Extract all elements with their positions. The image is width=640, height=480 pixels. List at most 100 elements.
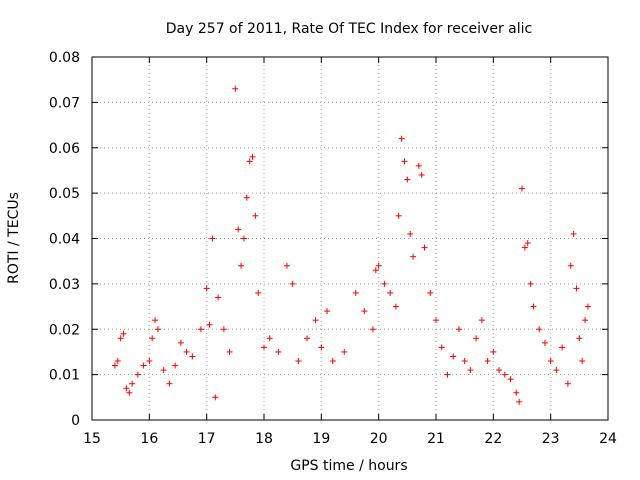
data-point bbox=[240, 235, 247, 242]
y-tick-label: 0.03 bbox=[49, 277, 80, 293]
data-point bbox=[275, 348, 282, 355]
data-point bbox=[392, 303, 399, 310]
data-point bbox=[438, 344, 445, 351]
y-tick-label: 0 bbox=[71, 413, 80, 429]
y-axis-title: ROTI / TECUs bbox=[6, 192, 22, 284]
data-point bbox=[361, 308, 368, 315]
data-point bbox=[152, 317, 159, 324]
data-point bbox=[329, 358, 336, 365]
data-point bbox=[206, 321, 213, 328]
data-point bbox=[513, 389, 520, 396]
x-tick-label: 15 bbox=[83, 431, 101, 447]
data-point bbox=[246, 158, 253, 165]
data-point bbox=[120, 330, 127, 337]
data-point bbox=[238, 262, 245, 269]
data-point bbox=[226, 348, 233, 355]
x-tick-labels: 15 16 17 18 19 20 21 22 23 24 bbox=[83, 431, 617, 447]
data-point bbox=[146, 358, 153, 365]
data-point bbox=[129, 380, 136, 387]
data-point bbox=[255, 289, 262, 296]
data-point bbox=[519, 185, 525, 192]
x-tick-label: 22 bbox=[484, 431, 502, 447]
data-point bbox=[203, 285, 210, 292]
data-point bbox=[232, 85, 239, 92]
data-point bbox=[407, 230, 414, 237]
data-point bbox=[289, 280, 296, 287]
data-point bbox=[220, 326, 227, 333]
data-point bbox=[584, 303, 591, 310]
x-tick-label: 24 bbox=[599, 431, 617, 447]
data-point bbox=[312, 317, 319, 324]
data-point bbox=[252, 212, 259, 219]
data-point bbox=[212, 394, 219, 401]
data-point bbox=[114, 358, 121, 365]
data-point bbox=[582, 317, 589, 324]
data-point bbox=[183, 348, 190, 355]
x-tick-label: 20 bbox=[370, 431, 388, 447]
y-tick-label: 0.01 bbox=[49, 368, 80, 384]
data-point bbox=[527, 280, 534, 287]
y-tick-label: 0.04 bbox=[49, 232, 80, 248]
data-point bbox=[567, 262, 574, 269]
y-tick-label: 0.07 bbox=[49, 95, 80, 111]
data-point bbox=[149, 335, 156, 342]
data-point bbox=[579, 358, 586, 365]
data-points bbox=[111, 85, 591, 405]
data-point bbox=[507, 376, 514, 383]
ticks-layer bbox=[91, 56, 609, 421]
data-point bbox=[576, 335, 583, 342]
y-tick-label: 0.06 bbox=[49, 141, 80, 157]
x-tick-label: 17 bbox=[198, 431, 216, 447]
data-point bbox=[235, 226, 242, 233]
chart-title: Day 257 of 2011, Rate Of TEC Index for r… bbox=[166, 21, 532, 37]
data-point bbox=[111, 362, 118, 369]
data-point bbox=[564, 380, 571, 387]
data-point bbox=[324, 308, 331, 315]
data-point bbox=[516, 398, 523, 405]
data-point bbox=[283, 262, 290, 269]
data-point bbox=[541, 339, 548, 346]
data-point bbox=[160, 367, 167, 374]
data-point bbox=[126, 389, 133, 396]
data-point bbox=[553, 367, 560, 374]
data-point bbox=[484, 358, 491, 365]
data-point bbox=[521, 244, 528, 251]
data-point bbox=[140, 362, 147, 369]
data-point bbox=[450, 353, 457, 360]
data-point bbox=[395, 212, 402, 219]
data-point bbox=[318, 344, 325, 351]
data-point bbox=[117, 335, 124, 342]
y-tick-label: 0.02 bbox=[49, 322, 80, 338]
data-point bbox=[387, 289, 394, 296]
data-point bbox=[154, 326, 161, 333]
data-point bbox=[404, 176, 411, 183]
data-point bbox=[177, 339, 184, 346]
data-point bbox=[418, 171, 425, 178]
data-point bbox=[473, 335, 480, 342]
data-point bbox=[536, 326, 543, 333]
data-point bbox=[166, 380, 173, 387]
data-point bbox=[295, 358, 302, 365]
data-point bbox=[401, 158, 408, 165]
y-tick-labels: 0 0.01 0.02 0.03 0.04 0.05 0.06 0.07 0.08 bbox=[49, 50, 80, 429]
data-point bbox=[501, 371, 508, 378]
data-point bbox=[209, 235, 216, 242]
x-tick-label: 23 bbox=[542, 431, 560, 447]
data-point bbox=[467, 367, 474, 374]
data-point bbox=[421, 244, 428, 251]
data-point bbox=[375, 262, 382, 269]
data-point bbox=[341, 348, 348, 355]
data-point bbox=[496, 367, 503, 374]
data-point bbox=[410, 253, 417, 260]
data-point bbox=[134, 371, 141, 378]
data-point bbox=[570, 230, 577, 237]
data-point bbox=[478, 317, 485, 324]
data-point bbox=[189, 353, 196, 360]
x-tick-label: 19 bbox=[312, 431, 330, 447]
x-tick-label: 16 bbox=[140, 431, 158, 447]
plot-frame bbox=[91, 56, 609, 421]
x-tick-label: 18 bbox=[255, 431, 273, 447]
data-point bbox=[444, 371, 451, 378]
data-point bbox=[573, 285, 580, 292]
